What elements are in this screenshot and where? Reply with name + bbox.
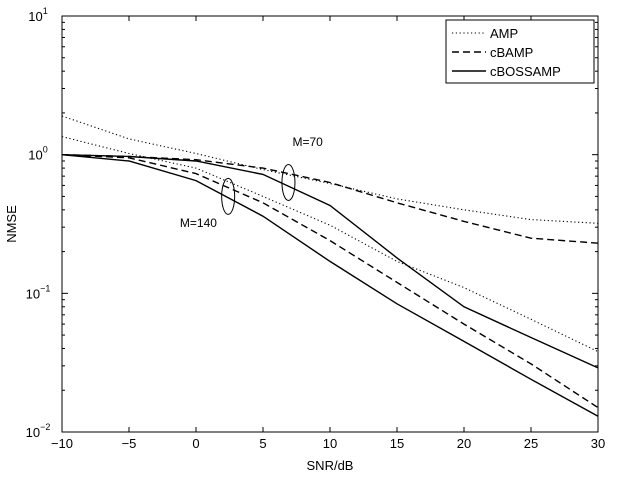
x-tick-label: 15 <box>390 436 404 451</box>
legend-box <box>445 19 595 84</box>
annotation-label: M=70 <box>292 135 323 149</box>
series-lines <box>61 115 599 417</box>
plot-area <box>61 15 599 433</box>
annotation-ellipse <box>281 163 296 201</box>
legend: AMP cBAMP cBOSSAMP <box>445 19 595 84</box>
y-axis-label: NMSE <box>4 205 19 243</box>
annotations: M=70 M=140 <box>180 135 323 230</box>
y-tick-label: 10−1 <box>26 283 51 301</box>
x-tick-label: 20 <box>457 436 471 451</box>
y-tick-label: 10−2 <box>26 422 51 440</box>
x-tick-label: 0 <box>192 436 199 451</box>
legend-label: cBAMP <box>490 45 533 60</box>
y-tick-label: 101 <box>28 6 47 24</box>
x-tick-label: 5 <box>259 436 266 451</box>
x-tick-label: −10 <box>51 436 73 451</box>
annotation-label: M=140 <box>180 216 217 230</box>
x-tick-label: 10 <box>323 436 337 451</box>
series-line-cbossamp-m140 <box>61 154 599 417</box>
series-line-cbamp-m140 <box>61 154 599 409</box>
annotation-ellipse <box>221 177 236 215</box>
x-tick-label: 30 <box>591 436 605 451</box>
axis-ticks: −10 −5 0 5 10 15 20 25 30 10−2 10−1 100 101 <box>26 6 606 451</box>
legend-label: cBOSSAMP <box>490 64 561 79</box>
y-tick-label: 100 <box>28 145 47 163</box>
x-tick-label: 25 <box>524 436 538 451</box>
series-line-amp-m140 <box>61 136 599 353</box>
x-axis-label: SNR/dB <box>307 458 354 473</box>
x-tick-label: −5 <box>122 436 137 451</box>
legend-label: AMP <box>490 26 518 41</box>
